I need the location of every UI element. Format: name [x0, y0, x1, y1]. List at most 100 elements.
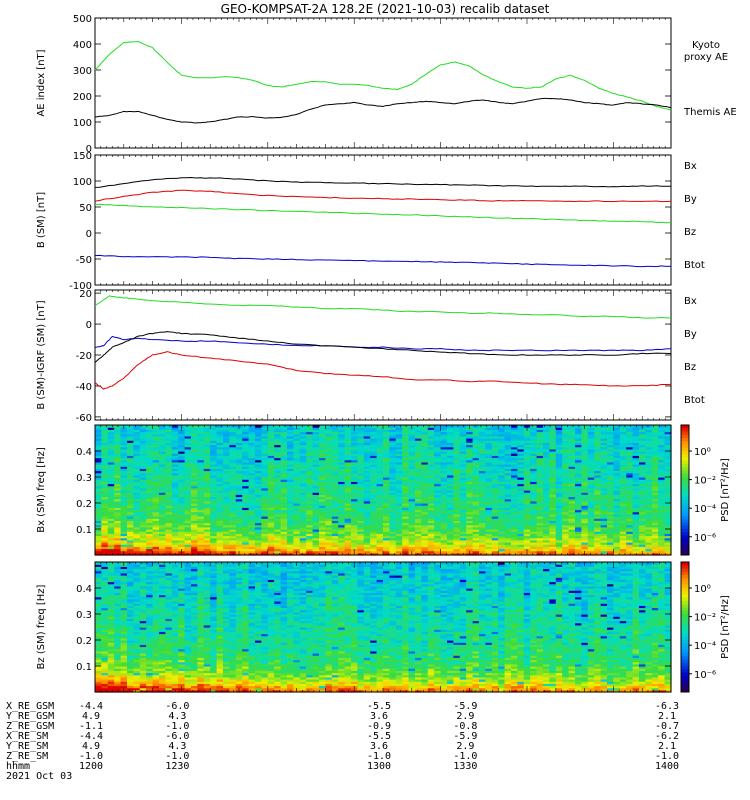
spectrogram-cell [235, 503, 243, 506]
spectrogram-cell [472, 446, 480, 450]
spectrogram-cell [543, 483, 550, 487]
spectrogram-cell [389, 474, 397, 478]
spectrogram-cell [415, 524, 422, 528]
spectrogram-cell [120, 531, 128, 534]
spectrogram-cell [197, 531, 205, 534]
spectrogram-cell [287, 498, 294, 502]
spectrogram-cell [306, 474, 314, 478]
spectrogram-cell [517, 453, 525, 456]
spectrogram-cell [107, 468, 115, 472]
spectrogram-cell [280, 552, 288, 556]
spectrogram-cell [216, 511, 224, 515]
spectrogram-cell [491, 464, 499, 467]
spectrogram-cell [459, 479, 467, 482]
spectrogram-cell [351, 451, 358, 454]
spectrogram-cell [133, 474, 141, 478]
spectrogram-cell [351, 455, 358, 459]
spectrogram-cell [402, 531, 410, 534]
spectrogram-cell [223, 503, 230, 506]
spectrogram-cell [191, 453, 198, 456]
spectrogram-cell [178, 544, 186, 547]
spectrogram-cell [549, 464, 557, 467]
spectrogram-cell [274, 438, 282, 441]
spectrogram-cell [242, 539, 250, 543]
spectrogram-cell [95, 544, 102, 547]
spectrogram-cell [242, 470, 250, 474]
spectrogram-cell [370, 455, 378, 459]
spectrogram-cell [139, 442, 147, 446]
spectrogram-cell [351, 474, 358, 478]
spectrogram-cell [287, 550, 294, 554]
spectrogram-cell [370, 520, 378, 524]
spectrogram-cell [299, 546, 307, 550]
spectrogram-cell [389, 477, 397, 480]
spectrogram-cell [120, 455, 128, 459]
spectrogram-cell [472, 479, 480, 482]
spectrogram-cell [248, 533, 256, 537]
spectrogram-cell [216, 427, 224, 430]
spectrogram-cell [101, 496, 109, 500]
spectrogram-cell [152, 433, 160, 437]
spectrogram-cell [242, 529, 250, 532]
spectrogram-cell [197, 548, 205, 552]
spectrogram-cell [344, 518, 352, 521]
spectrogram-cell [152, 526, 160, 530]
spectrogram-cell [421, 531, 429, 534]
spectrogram-cell [402, 459, 410, 463]
spectrogram-cell [178, 477, 186, 480]
spectrogram-cell [171, 550, 179, 554]
spectrogram-cell [312, 442, 320, 446]
spectrogram-cell [376, 524, 384, 528]
spectrogram-cell [466, 483, 474, 487]
spectrogram-cell [120, 477, 128, 480]
spectrogram-cell [523, 494, 531, 498]
spectrogram-cell [235, 494, 243, 498]
spectrogram-cell [248, 518, 256, 521]
spectrogram-cell [248, 490, 256, 493]
spectrogram-cell [427, 479, 435, 482]
spectrogram-cell [165, 427, 173, 430]
spectrogram-cell [261, 505, 269, 508]
spectrogram-cell [415, 477, 422, 480]
spectrogram-cell [120, 533, 128, 537]
spectrogram-cell [351, 520, 358, 524]
spectrogram-cell [299, 461, 307, 465]
spectrogram-cell [459, 526, 467, 530]
spectrogram-cell [530, 485, 538, 489]
spectrogram-cell [447, 438, 454, 441]
spectrogram-cell [357, 524, 365, 528]
spectrogram-cell [421, 427, 429, 430]
spectrogram-cell [107, 503, 115, 506]
spectrogram-cell [331, 435, 339, 439]
spectrogram-cell [120, 466, 128, 469]
spectrogram-cell [408, 472, 416, 476]
spectrogram-cell [293, 513, 301, 517]
spectrogram-cell [408, 470, 416, 474]
spectrogram-cell [146, 481, 154, 485]
spectrogram-cell [120, 507, 128, 511]
spectrogram-cell [242, 498, 250, 502]
spectrogram-cell [101, 544, 109, 547]
spectrogram-cell [159, 529, 166, 532]
spectrogram-cell [498, 485, 506, 489]
spectrogram-cell [319, 546, 326, 550]
spectrogram-cell [267, 455, 275, 459]
spectrogram-cell [331, 468, 339, 472]
spectrogram-cell [216, 455, 224, 459]
spectrogram-cell [363, 459, 371, 463]
spectrogram-cell [165, 544, 173, 547]
spectrogram-cell [165, 440, 173, 443]
spectrogram-cell [184, 438, 192, 441]
spectrogram-cell [440, 537, 448, 541]
spectrogram-cell [344, 533, 352, 537]
spectrogram-cell [453, 509, 461, 513]
spectrogram-cell [466, 533, 474, 537]
spectrogram-cell [453, 472, 461, 476]
spectrogram-cell [139, 444, 147, 448]
spectrogram-cell [255, 485, 262, 489]
y-tick-label: 100 [73, 177, 92, 188]
spectrogram-cell [178, 526, 186, 530]
spectrogram-cell [453, 507, 461, 511]
spectrogram-cell [376, 496, 384, 500]
spectrogram-cell [165, 483, 173, 487]
